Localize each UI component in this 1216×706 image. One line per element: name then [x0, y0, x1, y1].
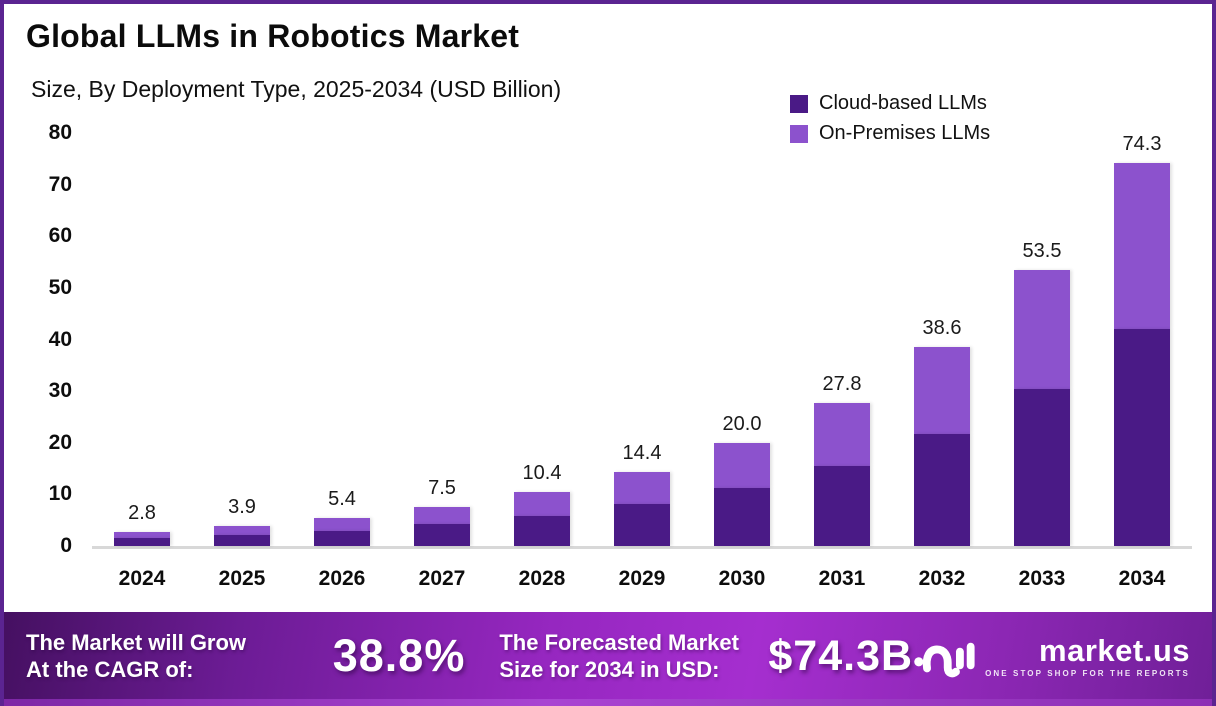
legend-swatch-cloud: [790, 94, 808, 113]
x-axis-label: 2025: [218, 567, 266, 590]
plot-area: 2.8 3.9 5.4 7.5 10.4 14.4 20.0 27.8 38.6 53.5 74.3: [92, 133, 1192, 549]
y-tick-label: 40: [48, 327, 72, 351]
brand-logo: market.us ONE STOP SHOP FOR THE REPORTS: [913, 629, 1190, 683]
bar-column-2027: 7.5: [392, 133, 492, 546]
bar-segment-cloud: [1014, 389, 1070, 546]
bar-total-label: 27.8: [822, 372, 862, 395]
bar-column-2028: 10.4: [492, 133, 592, 546]
bar-segment-onprem: [314, 518, 370, 531]
bar-column-2025: 3.9: [192, 133, 292, 546]
legend-item-cloud: Cloud-based LLMs: [790, 92, 990, 115]
legend-label-onprem: On-Premises LLMs: [819, 122, 991, 144]
bar-column-2029: 14.4: [592, 133, 692, 546]
x-axis-label: 2026: [318, 567, 366, 590]
bar-column-2026: 5.4: [292, 133, 392, 546]
y-tick-label: 50: [48, 275, 72, 299]
bar-segment-cloud: [214, 534, 270, 546]
bar-total-label: 3.9: [228, 495, 256, 518]
cagr-value: 38.8%: [332, 630, 466, 681]
bar-columns: 2.8 3.9 5.4 7.5 10.4 14.4 20.0 27.8 38.6 53.5 74.3: [92, 133, 1192, 546]
bar-segment-cloud: [1114, 329, 1170, 546]
bar-total-label: 5.4: [328, 488, 356, 511]
bar-total-label: 38.6: [922, 316, 962, 339]
footer-banner: The Market will Grow At the CAGR of: 38.…: [4, 612, 1212, 706]
x-axis-label: 2033: [1018, 567, 1066, 590]
bar-total-label: 74.3: [1122, 132, 1162, 155]
brand-name: market.us: [1039, 632, 1190, 668]
bar-total-label: 14.4: [622, 441, 662, 464]
bar-segment-cloud: [514, 516, 570, 546]
chart-legend: Cloud-based LLMs On-Premises LLMs: [790, 92, 990, 145]
brand-tagline: ONE STOP SHOP FOR THE REPORTS: [985, 668, 1190, 678]
bar-total-label: 10.4: [522, 462, 562, 485]
y-tick-label: 70: [48, 172, 72, 196]
x-axis-label: 2029: [618, 567, 666, 590]
bar-segment-cloud: [614, 504, 670, 546]
bar-segment-onprem: [514, 492, 570, 517]
bar-total-label: 7.5: [428, 477, 456, 500]
bar-segment-onprem: [114, 531, 170, 538]
cagr-label-line1: The Market will Grow: [26, 629, 247, 655]
marketus-logo-icon: [914, 642, 975, 678]
bar-segment-cloud: [714, 488, 770, 546]
bar-segment-cloud: [814, 466, 870, 546]
x-axis-label: 2034: [1118, 567, 1166, 590]
cagr-label: The Market will Grow At the CAGR of:: [26, 629, 289, 684]
bar-total-label: 20.0: [722, 412, 762, 435]
x-axis: 2024 2025 2026 2027 2028 2029 2030 2031 2032 2033…: [92, 567, 1192, 591]
y-tick-label: 80: [48, 121, 72, 144]
bar-segment-cloud: [414, 524, 470, 546]
x-axis-label: 2030: [718, 567, 766, 590]
bar-segment-onprem: [414, 507, 470, 525]
x-axis-label: 2032: [918, 567, 966, 590]
bar-segment-cloud: [114, 537, 170, 546]
x-axis-label: 2031: [818, 567, 866, 590]
bar-segment-onprem: [214, 525, 270, 535]
chart-subtitle: Size, By Deployment Type, 2025-2034 (USD…: [31, 76, 562, 102]
y-tick-label: 0: [60, 534, 72, 557]
forecast-label-line2: Size for 2034 in USD:: [499, 657, 720, 682]
bar-segment-onprem: [914, 346, 970, 434]
bar-column-2034: 74.3: [1092, 133, 1192, 546]
legend-item-onprem: On-Premises LLMs: [790, 122, 990, 145]
bar-segment-onprem: [814, 402, 870, 466]
legend-swatch-onprem: [790, 124, 808, 143]
y-axis: 0 10 20 30 40 50 60 70 80: [4, 121, 82, 557]
bar-column-2032: 38.6: [892, 133, 992, 546]
y-tick-label: 10: [48, 482, 72, 506]
brand-text: market.us ONE STOP SHOP FOR THE REPORTS: [985, 635, 1190, 678]
cagr-label-line2: At the CAGR of:: [26, 657, 194, 682]
bar-segment-onprem: [714, 442, 770, 489]
bar-column-2030: 20.0: [692, 133, 792, 546]
y-tick-label: 20: [48, 430, 72, 454]
bar-segment-cloud: [314, 530, 370, 546]
forecast-value: $74.3B: [768, 631, 914, 680]
forecast-label: The Forecasted Market Size for 2034 in U…: [499, 629, 746, 684]
bar-segment-onprem: [1114, 162, 1170, 330]
bar-column-2031: 27.8: [792, 133, 892, 546]
bar-total-label: 2.8: [128, 501, 156, 524]
x-axis-label: 2024: [118, 567, 166, 590]
bar-column-2024: 2.8: [92, 133, 192, 546]
bar-column-2033: 53.5: [992, 133, 1092, 546]
bar-segment-onprem: [1014, 269, 1070, 390]
bar-total-label: 53.5: [1022, 239, 1062, 262]
forecast-label-line1: The Forecasted Market: [499, 629, 739, 655]
bar-segment-onprem: [614, 471, 670, 505]
x-axis-label: 2027: [418, 567, 466, 590]
y-tick-label: 30: [48, 379, 72, 403]
y-tick-label: 60: [48, 224, 72, 248]
x-axis-label: 2028: [518, 567, 566, 590]
chart-title: Global LLMs in Robotics Market: [26, 18, 520, 54]
legend-label-cloud: Cloud-based LLMs: [819, 92, 987, 114]
bar-segment-cloud: [914, 434, 970, 546]
